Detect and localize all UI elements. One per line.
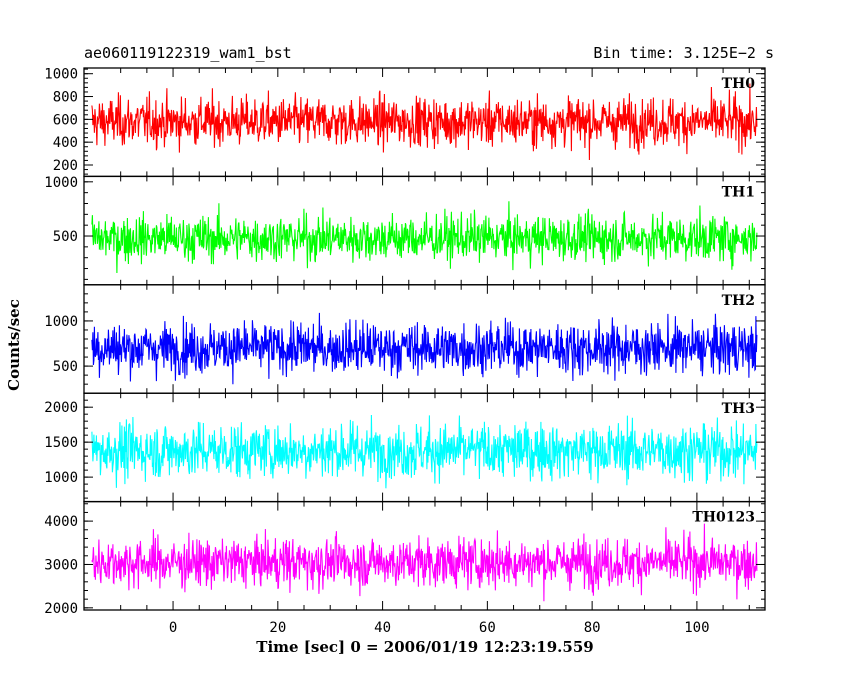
series-trace-th0123 [91,523,758,602]
series-trace-th0 [91,83,758,161]
y-tick-label: 800 [53,90,78,106]
panel-label-th0123: TH0123 [692,510,755,526]
file-title: ae060119122319_wam1_bst [84,44,292,62]
x-tick-label: 40 [374,620,391,636]
y-tick-label: 200 [53,158,78,174]
y-tick-label: 1000 [44,67,78,83]
series-trace-th1 [91,201,758,274]
x-tick-label: 100 [684,620,709,636]
panel-label-th0: TH0 [722,76,756,92]
y-tick-label: 1000 [44,175,78,191]
y-tick-label: 500 [53,359,78,375]
y-tick-label: 600 [53,112,78,128]
series-trace-th3 [91,414,758,489]
y-tick-label: 1000 [44,470,78,486]
y-tick-label: 500 [53,229,78,245]
y-tick-label: 2000 [44,601,78,617]
x-axis-label: Time [sec] 0 = 2006/01/19 12:23:19.559 [256,638,594,656]
y-tick-label: 1500 [44,435,78,451]
series-trace-th2 [91,312,758,385]
y-tick-label: 1000 [44,314,78,330]
y-axis-label: Counts/sec [5,299,23,391]
y-tick-label: 4000 [44,514,78,530]
x-tick-label: 20 [269,620,286,636]
y-tick-label: 400 [53,135,78,151]
bin-time-label: Bin time: 3.125E−2 s [593,44,774,62]
y-tick-label: 3000 [44,557,78,573]
panel-label-th3: TH3 [722,401,755,417]
panel-label-th2: TH2 [722,293,755,309]
x-tick-label: 60 [479,620,496,636]
x-tick-label: 80 [584,620,601,636]
panel-label-th1: TH1 [722,184,755,200]
x-tick-label: 0 [169,620,177,636]
y-tick-label: 2000 [44,400,78,416]
